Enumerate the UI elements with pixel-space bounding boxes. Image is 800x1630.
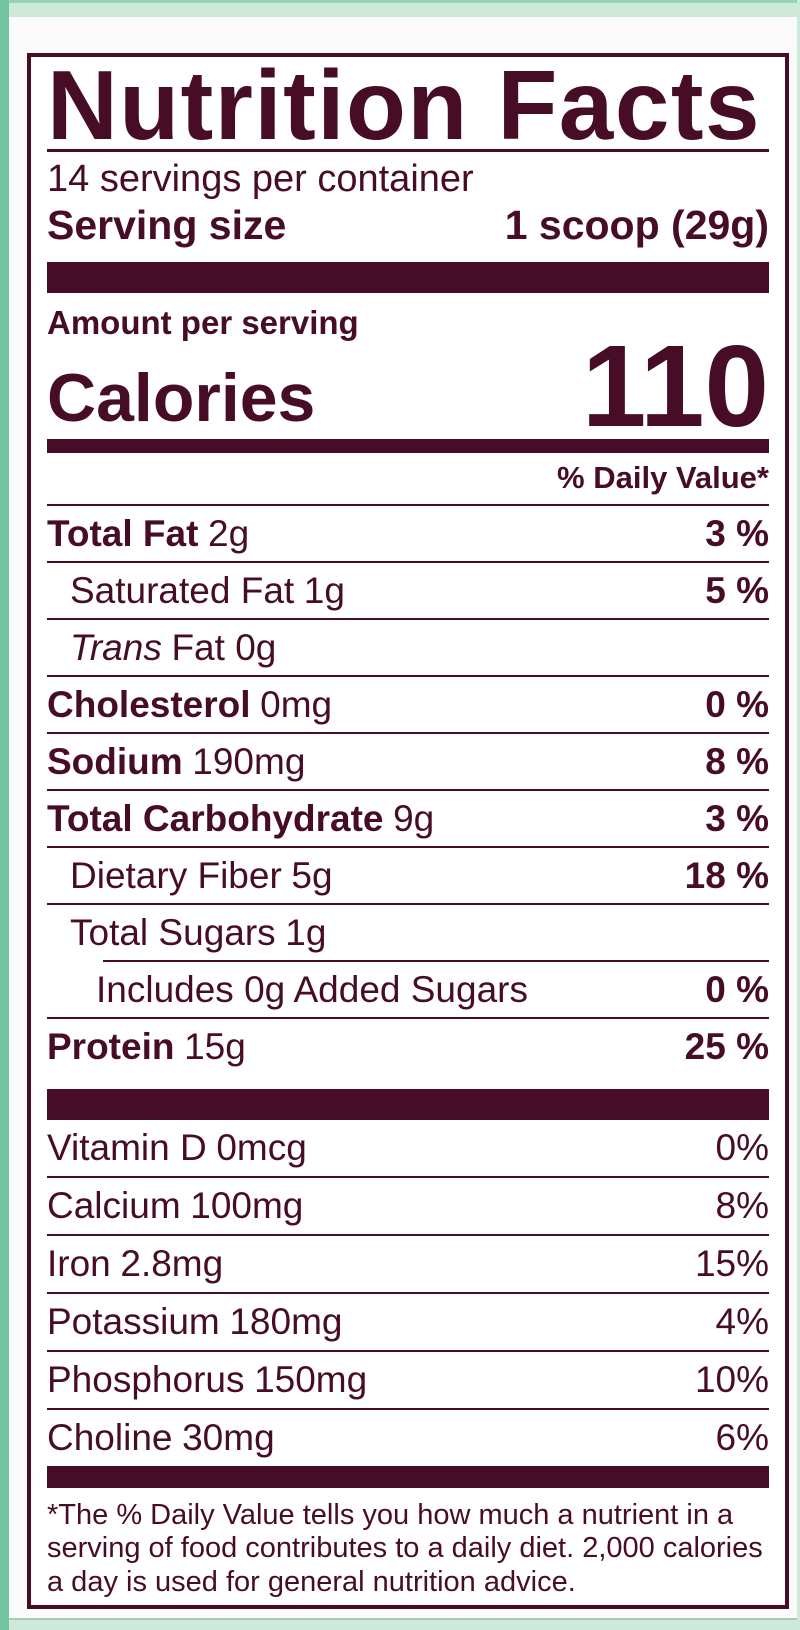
vitamin-amount: 100mg [190, 1185, 304, 1227]
row-divider [47, 560, 769, 563]
nutrient-name: Saturated Fat [70, 569, 295, 611]
calories-label: Calories [47, 359, 316, 436]
vitamin-row: Potassium 180mg 4% [47, 1291, 769, 1350]
vitamin-row: Iron 2.8mg 15% [47, 1233, 769, 1292]
nutrient-row: Trans Fat 0g [47, 617, 769, 675]
vitamin-amount: 180mg [229, 1301, 343, 1343]
calories-divider-bar [47, 438, 769, 453]
nutrient-row: Cholesterol 0mg 0 % [47, 674, 769, 732]
vitamin-row: Vitamin D 0mcg 0% [47, 1120, 769, 1176]
nutrient-name: Cholesterol [47, 683, 251, 725]
amount-per-serving-label: Amount per serving [47, 303, 359, 341]
nutrient-row: Protein 15g 25 % [47, 1016, 769, 1074]
nutrient-daily-value: 18 % [684, 854, 769, 896]
vitamin-daily-value: 10% [694, 1359, 769, 1401]
daily-value-header: % Daily Value* [557, 459, 769, 495]
vitamin-daily-value: 6% [715, 1417, 769, 1459]
nutrient-row: Saturated Fat 1g 5 % [47, 560, 769, 618]
vitamin-row: Calcium 100mg 8% [47, 1175, 769, 1234]
nutrient-rows: Total Fat 2g 3 % Saturated Fat 1g 5 % Tran… [47, 503, 769, 1074]
nutrient-row: Total Sugars 1g [47, 902, 769, 960]
row-divider [47, 845, 769, 848]
vitamin-daily-value: 8% [715, 1185, 769, 1227]
nutrient-row: Total Fat 2g 3 % [47, 503, 769, 561]
nutrient-amount: 15g [184, 1025, 246, 1067]
section-bar-bottom [47, 1465, 769, 1488]
nutrient-row: Includes 0g Added Sugars 0 % [47, 959, 769, 1017]
calories-value: 110 [581, 321, 769, 452]
nutrient-amount: 1g [285, 911, 327, 953]
nutrient-name: Total Carbohydrate [47, 797, 384, 839]
row-divider [47, 902, 769, 905]
nutrient-amount: 5g [291, 854, 333, 896]
nutrient-row: Total Carbohydrate 9g 3 % [47, 788, 769, 846]
nutrient-daily-value: 25 % [684, 1025, 769, 1067]
vitamin-row: Choline 30mg 6% [47, 1407, 769, 1466]
section-bar-middle [47, 1088, 769, 1120]
serving-size-value: 1 scoop (29g) [504, 201, 769, 248]
vitamin-daily-value: 15% [694, 1243, 769, 1285]
vitamin-amount: 150mg [254, 1359, 368, 1401]
vitamin-name: Calcium [47, 1185, 181, 1227]
row-divider [47, 1349, 769, 1352]
row-divider [47, 674, 769, 677]
vitamin-amount: 0mcg [216, 1127, 307, 1169]
packaging-edge-right [797, 0, 800, 1630]
vitamin-amount: 2.8mg [120, 1243, 224, 1285]
serving-size-row: Serving size 1 scoop (29g) [47, 201, 769, 262]
vitamin-daily-value: 0% [715, 1127, 769, 1169]
calories-row: Calories 110 [47, 321, 769, 452]
vitamin-name: Choline [47, 1417, 173, 1459]
nutrient-amount: 1g [303, 569, 345, 611]
nutrient-daily-value: 0 % [705, 968, 769, 1010]
nutrient-name: Sodium [47, 740, 183, 782]
nutrition-facts-label: Nutrition Facts 14 servings per containe… [27, 53, 789, 1609]
row-divider [47, 503, 769, 506]
vitamin-name: Iron [47, 1243, 111, 1285]
row-divider [47, 788, 769, 791]
nutrient-name: Total Fat [47, 512, 199, 554]
nutrient-name: Trans [70, 626, 162, 668]
row-divider [47, 617, 769, 620]
vitamin-row: Phosphorus 150mg 10% [47, 1349, 769, 1408]
nutrient-name: Dietary Fiber [70, 854, 282, 896]
label-title: Nutrition Facts [47, 53, 761, 160]
vitamin-name: Phosphorus [47, 1359, 245, 1401]
vitamin-name: Vitamin D [47, 1127, 207, 1169]
nutrient-row: Dietary Fiber 5g 18 % [47, 845, 769, 903]
row-divider [47, 1233, 769, 1236]
nutrient-name: Includes 0g Added Sugars [96, 968, 528, 1010]
packaging-edge-bottom [0, 1618, 800, 1630]
nutrient-row: Sodium 190mg 8 % [47, 731, 769, 789]
packaging-edge-left [0, 0, 9, 1630]
row-divider [103, 959, 769, 962]
nutrient-amount: 190mg [192, 740, 306, 782]
title-divider [47, 149, 769, 153]
vitamin-name: Potassium [47, 1301, 220, 1343]
nutrient-amount: 0mg [260, 683, 333, 725]
nutrient-amount: Fat 0g [171, 626, 277, 668]
nutrient-daily-value: 3 % [705, 512, 769, 554]
nutrient-amount: 9g [393, 797, 435, 839]
vitamin-amount: 30mg [182, 1417, 275, 1459]
nutrient-name: Total Sugars [70, 911, 276, 953]
footnote: *The % Daily Value tells you how much a … [47, 1498, 763, 1599]
row-divider [47, 1175, 769, 1178]
vitamin-rows: Vitamin D 0mcg 0% Calcium 100mg 8% Iron 2.8… [47, 1120, 769, 1466]
vitamin-daily-value: 4% [715, 1301, 769, 1343]
packaging-edge-top [0, 0, 800, 17]
nutrient-daily-value: 3 % [705, 797, 769, 839]
row-divider [47, 731, 769, 734]
nutrient-name: Protein [47, 1025, 175, 1067]
nutrient-daily-value: 8 % [705, 740, 769, 782]
nutrient-amount: 2g [208, 512, 250, 554]
serving-size-label: Serving size [47, 201, 287, 248]
servings-per-container: 14 servings per container [47, 158, 474, 201]
row-divider [47, 1407, 769, 1410]
nutrient-daily-value: 5 % [705, 569, 769, 611]
row-divider [47, 1291, 769, 1294]
section-bar-top [47, 261, 769, 293]
nutrient-daily-value: 0 % [705, 683, 769, 725]
row-divider [47, 1016, 769, 1019]
